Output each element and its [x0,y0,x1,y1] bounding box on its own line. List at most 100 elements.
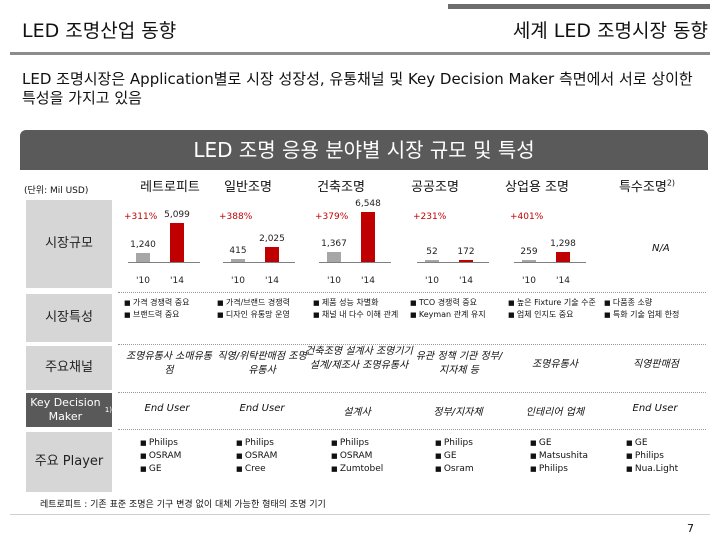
feature-item: 제품 성능 차별화 [313,297,409,309]
feature-item: 브랜드력 중요 [124,309,220,321]
chart-axis [319,262,391,263]
row-label-kdm-text: Key Decision Maker [30,396,101,423]
chart-bar [231,258,245,262]
feature-item: 높은 Fixture 기술 수준 [508,297,600,309]
player-item: Zumtobel [331,463,383,476]
channel-retrofit: 조명유통사 소매유통점 [126,351,212,376]
chart-bar [265,246,279,262]
chart-tick-label: '10 [425,276,439,286]
player-item: Nua.Light [626,463,678,476]
players-general: Philips OSRAM Cree [236,437,278,476]
footnote: 레트로피트 : 기존 표준 조명은 기구 변경 없이 대체 가능한 형태의 조명… [40,500,326,510]
row-separator [118,392,706,393]
chart-tick-label: '14 [361,276,375,286]
channel-commercial: 조명유통사 [532,359,578,370]
na-label: N/A [652,243,670,254]
chart-value-label: 415 [229,245,247,256]
chart-value-label: 6,548 [355,199,381,209]
row-label-kdm: Key Decision Maker 1) [26,393,112,427]
kdm-footnote-marker: 1) [104,406,112,414]
kdm-commercial: 인테리어 업체 [525,407,585,418]
column-header-commercial: 상업용 조명 [505,180,569,195]
features-commercial: 높은 Fixture 기술 수준 업체 인지도 중요 [508,297,600,321]
players-public: Philips GE Osram [435,437,474,476]
row-separator [118,429,706,430]
player-item: GE [530,437,588,450]
kdm-special: End User [632,403,678,414]
features-architectural: 제품 성능 차별화 채널 내 다수 이해 관계 [313,297,409,321]
features-general: 가격/브랜드 경쟁력 디자인 유통망 운영 [217,297,313,321]
chart-bar [327,251,341,262]
chart-tick-label: '14 [459,276,473,286]
row-separator [118,292,706,293]
chart-axis [514,262,586,263]
row-label-features: 시장특성 [26,294,112,342]
player-item: GE [435,450,474,463]
feature-item: 특화 기술 업체 한정 [604,309,704,321]
player-item: Cree [236,463,277,476]
unit-label: (단위: Mil USD) [24,186,89,196]
footnote-marker: 2) [666,178,676,188]
chart-bar [136,252,150,262]
chart-bar [425,260,439,262]
chart-value-label: 52 [426,247,438,257]
kdm-public: 정부/지자체 [433,407,483,418]
player-item: OSRAM [140,450,182,463]
section-title: LED 조명산업 동향 [22,20,177,42]
chart-value-label: 5,099 [164,210,190,221]
chart-value-label: 172 [457,247,475,257]
channel-special: 직영판매점 [633,359,679,370]
player-item: OSRAM [236,450,278,463]
feature-item: 가격/브랜드 경쟁력 [217,297,313,309]
chart-value-label: 259 [520,247,538,257]
column-header-general: 일반조명 [224,180,272,195]
chart-value-label: 2,025 [259,233,285,244]
chart-growth-label: +379% [315,212,349,222]
player-item: Philips [331,437,383,450]
feature-item: TCO 경쟁력 중요 [410,297,506,309]
chart-growth-label: +311% [124,212,158,222]
features-retrofit: 가격 경쟁력 중요 브랜드력 중요 [124,297,220,321]
chart-bar [361,212,375,262]
footer-divider [10,514,710,515]
column-header-special-label: 특수조명 [618,180,667,195]
chart-bar [556,252,570,262]
channel-architectural: 건축조명 설계사 조명기기 설계/제조사 조명유통사 [305,346,413,371]
feature-item: 업체 인지도 중요 [508,309,600,321]
player-item: Philips [626,450,678,463]
chart-value-label: 1,367 [321,238,347,249]
players-architectural: Philips OSRAM Zumtobel [331,437,383,476]
chart-growth-label: +401% [510,212,544,222]
row-label-player: 주요 Player [26,432,112,492]
kdm-architectural: 설계사 [343,407,371,418]
channel-public: 유관 정책 기관 정부/지자체 등 [415,351,503,376]
player-item: Matsushita [530,450,588,463]
feature-item: 채널 내 다수 이해 관계 [313,309,409,321]
row-label-channel: 주요채널 [26,346,112,390]
players-special: GE Philips Nua.Light [626,437,678,476]
chart-tick-label: '10 [327,276,341,286]
page-title: 세계 LED 조명시장 동향 [512,20,708,42]
header-top-bar [448,4,710,9]
chart-growth-label: +231% [413,212,447,222]
header-divider [10,52,710,55]
player-item: OSRAM [331,450,383,463]
player-item: Philips [530,463,588,476]
chart-tick-label: '10 [231,276,245,286]
chart-tick-label: '14 [265,276,279,286]
features-public: TCO 경쟁력 중요 Keyman 관계 유지 [410,297,506,321]
player-item: GE [626,437,678,450]
feature-item: Keyman 관계 유지 [410,309,506,321]
feature-item: 가격 경쟁력 중요 [124,297,220,309]
headline: LED 조명시장은 Application별로 시장 성장성, 유통채널 및 K… [22,70,693,107]
chart-axis [128,262,200,263]
chart-bar [522,260,536,262]
chart-tick-label: '14 [170,276,184,286]
page-number: 7 [687,522,694,535]
column-header-retrofit: 레트로피트 [140,180,200,195]
kdm-general: End User [239,403,285,414]
players-retrofit: Philips OSRAM GE [140,437,182,476]
player-item: Philips [140,437,181,450]
channel-general: 직영/위탁판매점 조명유통사 [217,351,307,376]
player-item: Philips [236,437,277,450]
